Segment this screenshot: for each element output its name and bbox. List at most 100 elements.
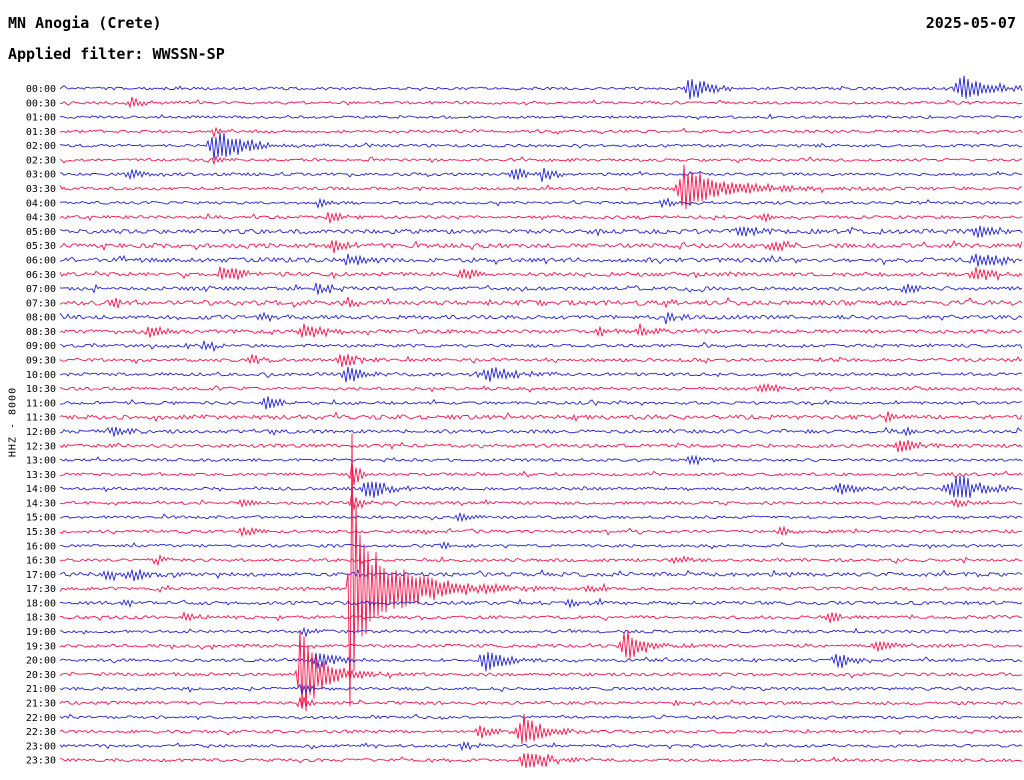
row-time-label: 09:00 bbox=[26, 341, 56, 352]
row-time-label: 16:30 bbox=[26, 556, 56, 567]
row-time-label: 06:30 bbox=[26, 270, 56, 281]
row-time-label: 02:30 bbox=[26, 155, 56, 166]
seismogram-trace bbox=[59, 753, 1023, 768]
seismogram-trace bbox=[59, 239, 1023, 254]
seismogram-trace bbox=[59, 126, 1023, 139]
row-time-label: 19:30 bbox=[26, 641, 56, 652]
seismogram-trace bbox=[59, 651, 1023, 672]
seismogram-trace bbox=[59, 396, 1023, 410]
row-time-label: 01:00 bbox=[26, 113, 56, 124]
row-time-label: 02:00 bbox=[26, 141, 56, 152]
row-time-label: 13:00 bbox=[26, 456, 56, 467]
seismogram-trace bbox=[59, 540, 1023, 551]
seismogram-trace bbox=[59, 713, 1023, 721]
row-time-label: 23:00 bbox=[26, 741, 56, 752]
seismogram-trace bbox=[59, 630, 1023, 659]
row-time-label: 04:00 bbox=[26, 198, 56, 209]
row-time-label: 08:30 bbox=[26, 327, 56, 338]
row-time-label: 13:30 bbox=[26, 470, 56, 481]
seismogram-trace bbox=[59, 696, 1023, 709]
seismogram-trace bbox=[59, 197, 1023, 210]
row-time-label: 18:00 bbox=[26, 598, 56, 609]
row-time-label: 23:30 bbox=[26, 756, 56, 767]
seismogram-trace bbox=[59, 740, 1023, 752]
seismogram-trace bbox=[59, 475, 1023, 499]
seismogram-trace bbox=[59, 132, 1023, 160]
seismogram-trace bbox=[59, 164, 1022, 210]
seismogram-trace bbox=[59, 714, 1023, 744]
seismogram-trace bbox=[59, 426, 1023, 437]
row-time-label: 11:00 bbox=[26, 398, 56, 409]
seismogram-trace bbox=[59, 630, 1023, 712]
seismogram-trace bbox=[59, 626, 1023, 638]
station-title: MN Anogia (Crete) bbox=[8, 14, 162, 32]
seismogram-trace bbox=[59, 296, 1023, 309]
seismogram-trace bbox=[59, 525, 1023, 538]
row-time-label: 08:00 bbox=[26, 313, 56, 324]
row-time-label: 22:30 bbox=[26, 727, 56, 738]
seismogram-trace bbox=[59, 340, 1023, 353]
seismogram-trace bbox=[59, 411, 1023, 424]
seismogram-trace bbox=[59, 253, 1023, 267]
row-time-label: 10:30 bbox=[26, 384, 56, 395]
seismogram-trace bbox=[59, 113, 1023, 121]
seismogram-trace bbox=[59, 155, 1023, 166]
seismogram-trace bbox=[59, 512, 1023, 523]
row-time-label: 07:00 bbox=[26, 284, 56, 295]
row-time-label: 06:00 bbox=[26, 256, 56, 267]
row-time-label: 10:00 bbox=[26, 370, 56, 381]
seismogram-trace bbox=[59, 311, 1023, 325]
seismogram-trace bbox=[59, 433, 1023, 707]
seismogram-trace bbox=[59, 96, 1023, 109]
row-time-label: 12:30 bbox=[26, 441, 56, 452]
row-time-label: 15:00 bbox=[26, 513, 56, 524]
row-time-label: 03:00 bbox=[26, 170, 56, 181]
row-time-label: 04:30 bbox=[26, 213, 56, 224]
row-time-label: 20:30 bbox=[26, 670, 56, 681]
row-time-label: 16:00 bbox=[26, 541, 56, 552]
seismogram-trace bbox=[59, 167, 1023, 182]
seismogram-trace bbox=[59, 611, 1023, 623]
row-time-label: 00:30 bbox=[26, 98, 56, 109]
row-time-label: 18:30 bbox=[26, 613, 56, 624]
row-time-label: 15:30 bbox=[26, 527, 56, 538]
row-time-label: 00:00 bbox=[26, 84, 56, 95]
row-time-label: 21:00 bbox=[26, 684, 56, 695]
filter-label: Applied filter: WWSSN-SP bbox=[8, 45, 225, 63]
seismogram-trace bbox=[59, 569, 1023, 582]
row-time-label: 14:00 bbox=[26, 484, 56, 495]
seismogram-trace bbox=[59, 553, 1023, 567]
row-time-label: 19:00 bbox=[26, 627, 56, 638]
row-time-label: 17:30 bbox=[26, 584, 56, 595]
seismogram-trace bbox=[59, 323, 1023, 338]
seismogram-trace bbox=[59, 225, 1023, 238]
row-time-label: 22:00 bbox=[26, 713, 56, 724]
row-time-label: 17:00 bbox=[26, 570, 56, 581]
seismogram-trace bbox=[59, 75, 1023, 100]
seismogram-trace bbox=[59, 461, 1023, 486]
seismogram-trace bbox=[59, 454, 1023, 466]
row-time-label: 05:30 bbox=[26, 241, 56, 252]
seismogram-trace bbox=[59, 440, 1023, 453]
seismogram-trace bbox=[59, 354, 1023, 367]
row-time-label: 14:30 bbox=[26, 498, 56, 509]
seismogram-trace bbox=[59, 282, 1023, 295]
row-time-label: 21:30 bbox=[26, 699, 56, 710]
row-time-label: 20:00 bbox=[26, 656, 56, 667]
row-time-label: 09:30 bbox=[26, 356, 56, 367]
row-time-label: 05:00 bbox=[26, 227, 56, 238]
row-time-label: 12:00 bbox=[26, 427, 56, 438]
seismogram-trace bbox=[59, 683, 1022, 695]
seismogram-trace bbox=[59, 382, 1023, 394]
row-time-label: 11:30 bbox=[26, 413, 56, 424]
row-time-label: 07:30 bbox=[26, 298, 56, 309]
row-time-label: 01:30 bbox=[26, 127, 56, 138]
seismogram-trace bbox=[59, 597, 1023, 610]
seismogram-trace bbox=[59, 211, 1023, 224]
seismogram-trace bbox=[59, 266, 1023, 282]
date-label: 2025-05-07 bbox=[925, 14, 1016, 32]
seismogram-trace bbox=[59, 366, 1023, 383]
seismogram-trace bbox=[59, 490, 1023, 510]
